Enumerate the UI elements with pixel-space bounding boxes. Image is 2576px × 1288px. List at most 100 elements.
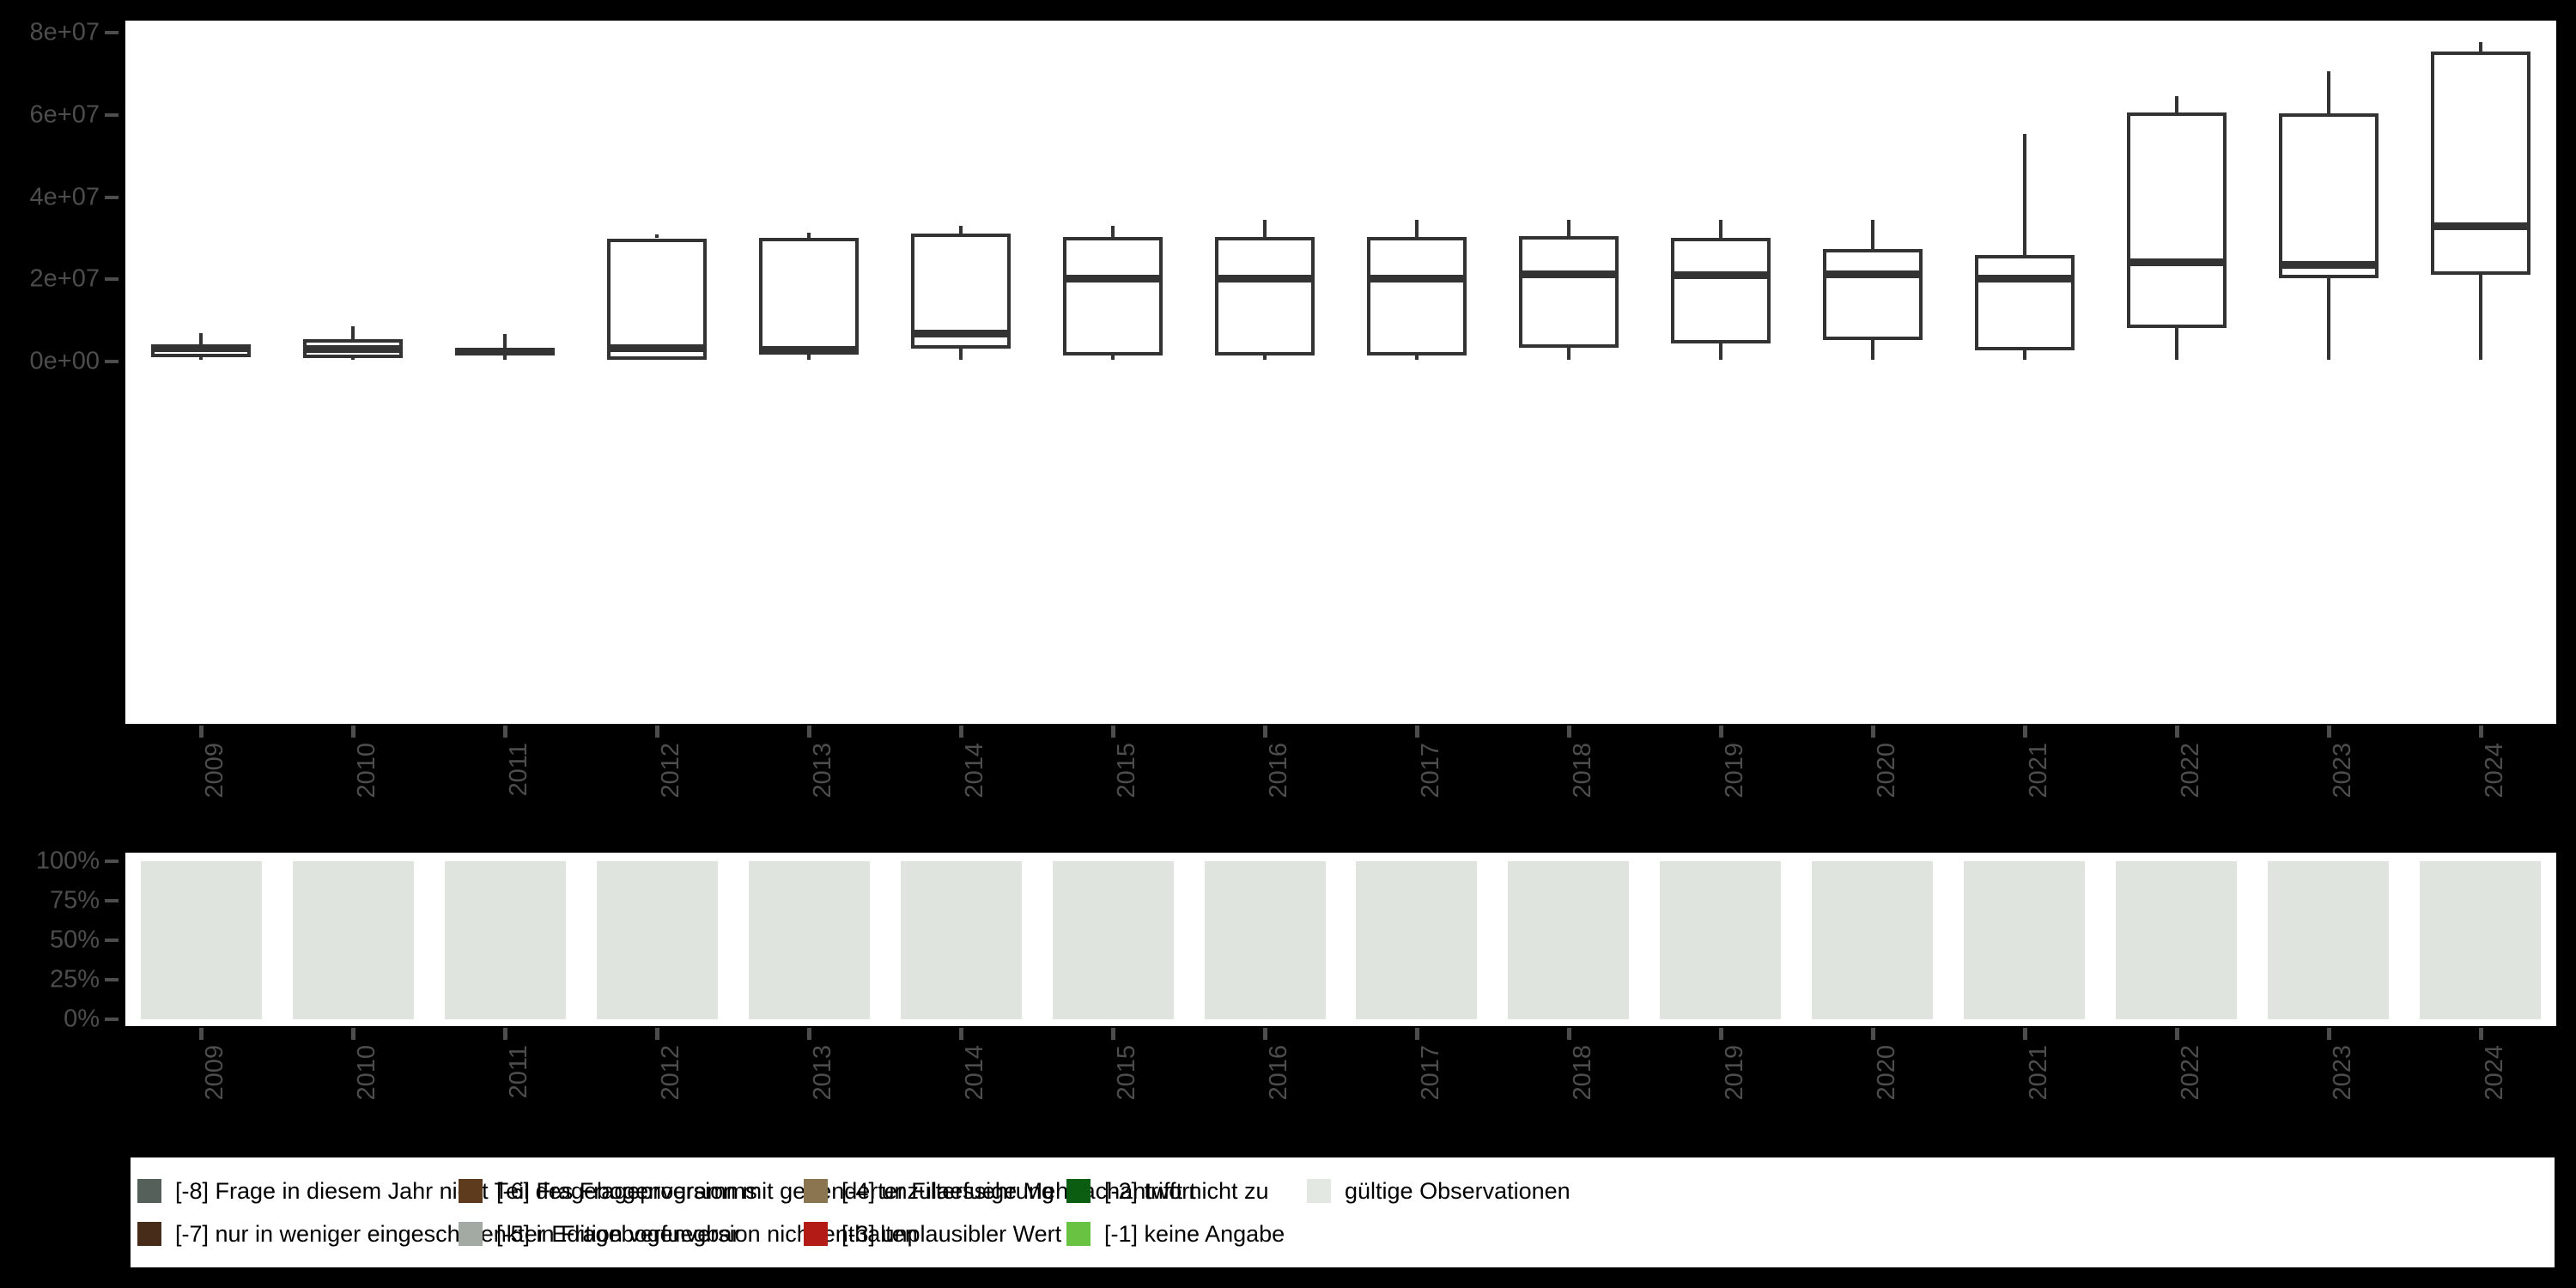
legend-item[interactable]: [-1] keine Angabe (1066, 1212, 1285, 1255)
stacked-bar-panel (125, 853, 2556, 1026)
boxplot-2012 (607, 21, 708, 724)
x-top-label-2018: 2018 (1568, 743, 1596, 799)
box-iqr (1670, 237, 1771, 343)
legend-row-1: [-8] Frage in diesem Jahr nicht Teil des… (131, 1170, 2555, 1212)
box-iqr (1518, 235, 1619, 349)
x-top-tick-mark (351, 726, 356, 738)
lower-whisker (2174, 328, 2178, 360)
lower-whisker (1718, 343, 1722, 360)
x-bottom-label-2013: 2013 (809, 1045, 837, 1101)
x-bottom-label-2018: 2018 (1568, 1045, 1596, 1101)
y-tick-label: 0e+00 (29, 347, 100, 375)
y-tick-label: 6e+07 (29, 100, 100, 129)
pct-tick-mark (105, 939, 118, 942)
legend-label: [-3] unplausibler Wert (841, 1220, 1062, 1247)
stack-segment (1660, 861, 1782, 1019)
x-top-tick-mark (2022, 726, 2027, 738)
stacked-bar-2016 (1204, 861, 1326, 1019)
x-top-label-2017: 2017 (1416, 743, 1444, 799)
upper-whisker (1263, 219, 1267, 238)
x-bottom-label-2015: 2015 (1113, 1045, 1141, 1101)
legend-swatch-icon (1307, 1179, 1331, 1203)
legend-label: [-4] unzulaessige Mehrfachantwort (841, 1177, 1196, 1204)
lower-whisker (351, 357, 355, 360)
x-top-label-2011: 2011 (505, 743, 533, 797)
stack-segment (1356, 861, 1478, 1019)
stacked-bar-2022 (2116, 861, 2238, 1019)
stacked-bar-2024 (2420, 861, 2542, 1019)
stack-segment (1812, 861, 1934, 1019)
x-top-tick-mark (1566, 726, 1571, 738)
legend-label: [-7] nur in weniger eingeschraenkter Edi… (175, 1220, 740, 1247)
lower-whisker (1870, 339, 1874, 360)
upper-whisker (959, 226, 963, 234)
x-top-tick-mark (1414, 726, 1419, 738)
x-top-tick-mark (807, 726, 812, 738)
x-bottom-tick-mark (1263, 1028, 1268, 1040)
stacked-bar-2015 (1052, 861, 1174, 1019)
boxplot-2018 (1518, 21, 1619, 724)
lower-whisker (1414, 355, 1419, 360)
lower-whisker (503, 354, 507, 360)
box-iqr (1822, 248, 1923, 340)
x-top-label-2016: 2016 (1265, 743, 1293, 799)
stack-segment (140, 861, 262, 1019)
x-axis-bottom: 2009 2010 2011 2012 2013 2014 2015 2016 2017 2018… (125, 1028, 2556, 1139)
boxplot-2023 (2278, 21, 2379, 724)
legend-item[interactable]: [-6] Fragebogenversion mit geaenderter F… (459, 1170, 1054, 1212)
x-bottom-label-2017: 2017 (1416, 1045, 1444, 1101)
stacked-bar-2023 (2268, 861, 2390, 1019)
upper-whisker (655, 234, 659, 239)
legend-label: [-1] keine Angabe (1104, 1220, 1285, 1247)
legend-row-2: [-7] nur in weniger eingeschraenkter Edi… (131, 1212, 2555, 1255)
boxplot-panel (125, 21, 2556, 724)
x-axis-top: 2009 2010 2011 2012 2013 2014 2015 2016 2017 2018… (125, 726, 2556, 837)
pct-tick-label: 0% (64, 1005, 100, 1033)
x-top-tick-mark (2326, 726, 2331, 738)
legend-item[interactable]: [-7] nur in weniger eingeschraenkter Edi… (137, 1212, 739, 1255)
box-iqr (607, 238, 708, 360)
upper-whisker (2326, 70, 2330, 113)
x-bottom-label-2021: 2021 (2024, 1045, 2052, 1101)
legend-item[interactable]: [-2] trifft nicht zu (1066, 1170, 1269, 1212)
upper-whisker (1566, 219, 1571, 236)
x-bottom-label-2016: 2016 (1265, 1045, 1293, 1101)
x-top-tick-mark (655, 726, 660, 738)
upper-whisker (199, 332, 204, 345)
x-bottom-label-2012: 2012 (657, 1045, 685, 1101)
median-line (151, 343, 252, 352)
upper-whisker (2174, 96, 2178, 112)
y-tick-mark (105, 195, 118, 199)
median-line (1518, 270, 1619, 278)
stacked-bar-2014 (900, 861, 1022, 1019)
legend-label: [-6] Fragebogenversion mit geaenderter F… (496, 1177, 1054, 1204)
x-bottom-label-2022: 2022 (2176, 1045, 2204, 1101)
pct-tick-label: 75% (49, 886, 100, 914)
legend-item[interactable]: [-3] unplausibler Wert (804, 1212, 1061, 1255)
legend-label: [-5] in Fragebogenversion nicht enthalte… (496, 1220, 918, 1247)
legend-item[interactable]: [-5] in Fragebogenversion nicht enthalte… (459, 1212, 918, 1255)
y-axis-top: 0e+00 2e+07 4e+07 6e+07 8e+07 (0, 0, 125, 747)
stacked-bar-2013 (748, 861, 870, 1019)
legend-item[interactable]: [-4] unzulaessige Mehrfachantwort (804, 1170, 1196, 1212)
stacked-bar-2020 (1812, 861, 1934, 1019)
upper-whisker (1111, 225, 1115, 238)
x-bottom-tick-mark (1111, 1028, 1116, 1040)
x-top-tick-mark (1870, 726, 1875, 738)
stack-segment (292, 861, 414, 1019)
x-top-tick-mark (1718, 726, 1723, 738)
legend-item[interactable]: gültige Observationen (1307, 1170, 1571, 1212)
x-bottom-label-2014: 2014 (961, 1045, 989, 1101)
lower-whisker (199, 357, 204, 360)
box-iqr (2430, 51, 2530, 275)
y-tick-mark (105, 31, 118, 35)
median-line (303, 344, 404, 353)
x-bottom-tick-mark (1870, 1028, 1875, 1040)
x-top-tick-mark (503, 726, 508, 738)
boxplot-2019 (1670, 21, 1771, 724)
lower-whisker (2478, 274, 2482, 360)
median-line (759, 346, 860, 355)
pct-tick-label: 25% (49, 965, 100, 993)
stack-segment (1052, 861, 1174, 1019)
x-bottom-label-2010: 2010 (353, 1045, 381, 1101)
